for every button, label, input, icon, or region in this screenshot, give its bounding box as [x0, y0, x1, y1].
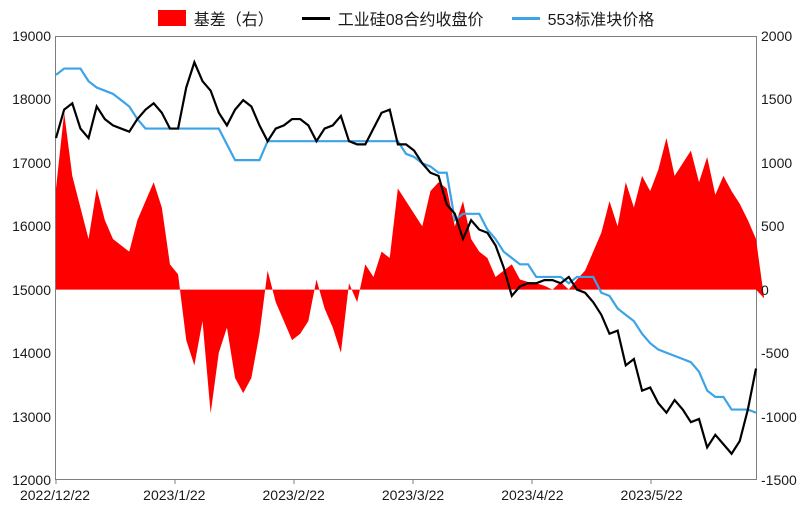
legend-item-spot: 553标准块价格 [512, 6, 655, 30]
y-right-tick: -1500 [761, 472, 797, 488]
y-left-tick: 13000 [12, 409, 51, 425]
y-left-tick: 16000 [12, 218, 51, 234]
y-left-tick: 18000 [12, 91, 51, 107]
y-left-tick: 14000 [12, 345, 51, 361]
spot-swatch [512, 17, 540, 20]
plot-svg [56, 37, 756, 479]
y-left-tick: 17000 [12, 155, 51, 171]
x-tick: 2023/1/22 [143, 487, 205, 503]
futures-swatch [302, 17, 330, 20]
legend-item-basis: 基差（右） [158, 6, 274, 30]
y-left-tick: 12000 [12, 472, 51, 488]
y-right-tick: -500 [761, 345, 789, 361]
x-tick: 2023/3/22 [382, 487, 444, 503]
x-tick: 2023/5/22 [621, 487, 683, 503]
y-right-tick: 1500 [761, 91, 792, 107]
y-right-tick: -1000 [761, 409, 797, 425]
legend: 基差（右） 工业硅08合约收盘价 553标准块价格 [0, 6, 812, 30]
x-tick: 2022/12/22 [20, 487, 90, 503]
legend-item-futures: 工业硅08合约收盘价 [302, 6, 484, 30]
legend-label: 553标准块价格 [548, 6, 655, 30]
plot-area [55, 36, 757, 480]
basis-swatch [158, 10, 186, 26]
y-right-tick: 2000 [761, 28, 792, 44]
y-left-tick: 15000 [12, 282, 51, 298]
y-right-tick: 0 [761, 282, 769, 298]
y-right-tick: 1000 [761, 155, 792, 171]
legend-label: 工业硅08合约收盘价 [338, 6, 484, 30]
x-tick: 2023/4/22 [501, 487, 563, 503]
y-right-tick: 500 [761, 218, 784, 234]
price-basis-chart: 基差（右） 工业硅08合约收盘价 553标准块价格 12000 13000 1400… [0, 0, 812, 507]
x-tick: 2023/2/22 [263, 487, 325, 503]
y-left-tick: 19000 [12, 28, 51, 44]
legend-label: 基差（右） [194, 6, 274, 30]
basis-area [56, 113, 764, 414]
